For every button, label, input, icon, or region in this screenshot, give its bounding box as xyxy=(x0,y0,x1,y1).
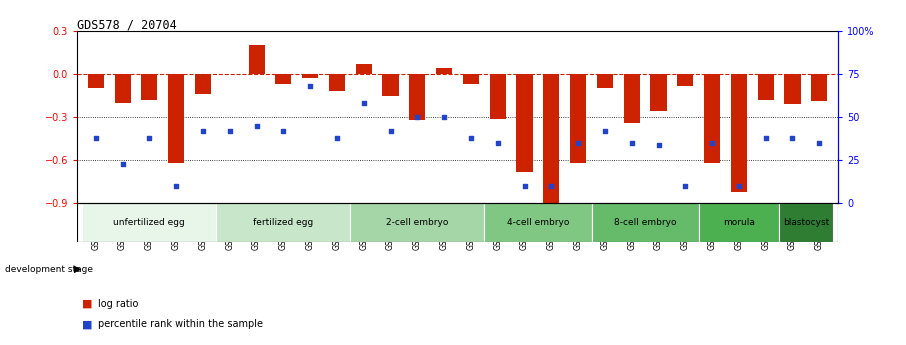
Point xyxy=(383,128,398,134)
Point xyxy=(437,115,451,120)
Bar xyxy=(651,74,667,111)
Bar xyxy=(141,74,158,100)
Point xyxy=(517,183,532,189)
Bar xyxy=(88,74,104,88)
Text: GDS578 / 20704: GDS578 / 20704 xyxy=(77,18,177,31)
Bar xyxy=(248,46,265,74)
Bar xyxy=(516,74,533,172)
Bar xyxy=(623,74,640,123)
Point xyxy=(705,140,719,146)
Bar xyxy=(275,74,292,84)
Bar xyxy=(704,74,720,163)
Point xyxy=(249,123,264,129)
Point xyxy=(142,135,157,140)
Point xyxy=(786,135,800,140)
Bar xyxy=(544,74,559,203)
Bar xyxy=(410,74,426,120)
Text: morula: morula xyxy=(723,218,755,227)
Bar xyxy=(195,74,211,94)
Bar xyxy=(811,74,827,101)
Point xyxy=(169,183,183,189)
Point xyxy=(115,161,130,166)
Text: percentile rank within the sample: percentile rank within the sample xyxy=(98,319,263,329)
Bar xyxy=(570,74,586,163)
Bar xyxy=(785,74,801,104)
Point xyxy=(196,128,210,134)
Bar xyxy=(114,74,130,103)
Point xyxy=(303,83,317,89)
Text: log ratio: log ratio xyxy=(98,299,139,308)
Text: 8-cell embryo: 8-cell embryo xyxy=(614,218,677,227)
Bar xyxy=(757,74,774,100)
Point xyxy=(545,183,559,189)
Bar xyxy=(678,74,693,86)
Bar xyxy=(302,74,318,78)
Point xyxy=(330,135,344,140)
Bar xyxy=(597,74,613,88)
Bar xyxy=(169,74,184,163)
Point xyxy=(410,115,425,120)
Point xyxy=(651,142,666,147)
Bar xyxy=(489,74,506,119)
Text: blastocyst: blastocyst xyxy=(783,218,829,227)
Bar xyxy=(351,203,485,241)
Text: unfertilized egg: unfertilized egg xyxy=(113,218,185,227)
Bar xyxy=(329,74,345,91)
Point xyxy=(812,140,826,146)
Bar xyxy=(731,74,747,192)
Bar xyxy=(217,203,351,241)
Point xyxy=(732,183,747,189)
Point xyxy=(464,135,478,140)
Text: development stage: development stage xyxy=(5,265,92,274)
Bar xyxy=(699,203,779,241)
Point xyxy=(356,101,371,106)
Bar xyxy=(82,203,217,241)
Text: ▶: ▶ xyxy=(74,264,82,274)
Bar xyxy=(485,203,592,241)
Point xyxy=(490,140,505,146)
Bar xyxy=(592,203,699,241)
Text: ■: ■ xyxy=(82,319,92,329)
Point xyxy=(678,183,692,189)
Text: 2-cell embryo: 2-cell embryo xyxy=(386,218,448,227)
Bar xyxy=(463,74,479,84)
Point xyxy=(598,128,612,134)
Text: 4-cell embryo: 4-cell embryo xyxy=(506,218,569,227)
Point xyxy=(624,140,639,146)
Point xyxy=(223,128,237,134)
Bar xyxy=(356,64,371,74)
Point xyxy=(276,128,291,134)
Text: fertilized egg: fertilized egg xyxy=(253,218,313,227)
Bar xyxy=(779,203,833,241)
Text: ■: ■ xyxy=(82,299,92,308)
Bar xyxy=(382,74,399,96)
Point xyxy=(758,135,773,140)
Point xyxy=(89,135,103,140)
Bar xyxy=(436,68,452,74)
Point xyxy=(571,140,585,146)
